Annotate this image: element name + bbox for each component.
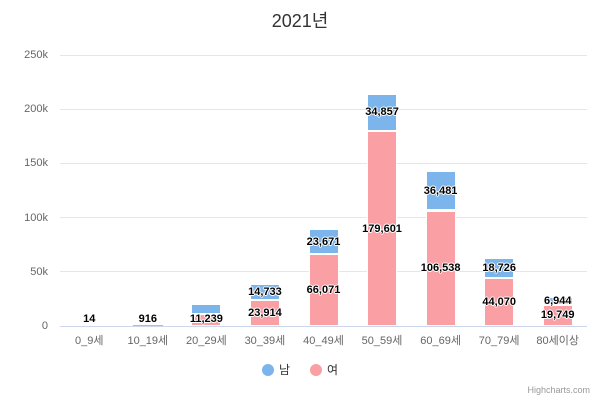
x-axis-label: 80세이상 [536, 335, 580, 347]
y-axis-label: 250k [24, 49, 48, 61]
data-label-female: 66,071 [306, 284, 341, 297]
legend-marker-female [310, 363, 322, 376]
legend-item-female[interactable]: 여 [310, 361, 338, 378]
chart-title: 2021년 [271, 11, 329, 31]
y-axis-label: 0 [41, 320, 48, 332]
x-axis-label: 60_69세 [420, 335, 461, 347]
data-label-male: 34,857 [365, 106, 399, 119]
x-axis-label: 70_79세 [478, 335, 520, 347]
x-axis-label: 20_29세 [186, 335, 227, 347]
y-axis-label: 200k [24, 103, 48, 116]
data-label-female: 44,070 [482, 296, 516, 309]
bar-segment-female[interactable] [132, 325, 163, 326]
data-label-male: 18,726 [482, 262, 516, 275]
bar-segment-female[interactable] [367, 131, 398, 326]
bar-segment-female[interactable] [249, 300, 280, 326]
bar-segment-female[interactable] [484, 278, 515, 326]
legend-item-male[interactable]: 남 [261, 361, 290, 378]
data-label-female: 11,239 [189, 312, 223, 325]
legend-label-female: 여 [327, 363, 339, 377]
data-label-male: 14,733 [248, 286, 282, 299]
data-label-male: 23,671 [306, 235, 341, 248]
legend-marker-male [261, 363, 274, 376]
x-axis-label: 50_59세 [361, 335, 403, 347]
data-label-female: 179,601 [362, 222, 402, 235]
data-label-female: 916 [138, 312, 158, 325]
y-axis-label: 100k [24, 211, 48, 224]
bar-segment-male[interactable] [249, 284, 280, 301]
legend-label-male: 남 [278, 363, 290, 377]
bar-segment-male[interactable] [367, 93, 398, 132]
bar-segment-female[interactable] [308, 254, 339, 326]
gridline [60, 162, 587, 164]
bar-segment-female[interactable] [425, 210, 456, 326]
bar-segment-male[interactable] [308, 228, 339, 255]
data-label-female: 14 [83, 312, 96, 325]
highcharts-credit-link[interactable]: Highcharts.com [527, 385, 590, 395]
data-label-male: 36,481 [423, 184, 458, 197]
x-axis-line [60, 325, 587, 327]
gridline [60, 54, 587, 56]
x-axis-label: 0_9세 [75, 335, 104, 347]
data-label-female: 106,538 [420, 262, 461, 275]
bar-segment-male[interactable] [191, 303, 222, 314]
data-label-female: 19,749 [540, 309, 575, 322]
y-axis-label: 50k [30, 265, 48, 278]
x-axis-label: 30_39세 [244, 335, 286, 347]
bar-segment-female[interactable] [191, 313, 222, 326]
bar-segment-female[interactable] [542, 304, 573, 326]
bar-segment-male[interactable] [542, 297, 573, 305]
bar-segment-male[interactable] [484, 257, 515, 279]
x-axis-label: 10_19세 [127, 335, 169, 347]
gridline [60, 217, 587, 219]
gridline [60, 108, 587, 110]
bar-segment-male[interactable] [425, 170, 456, 211]
x-axis-label: 40_49세 [303, 335, 344, 347]
data-label-male: 6,944 [543, 294, 572, 307]
y-axis-label: 150k [24, 157, 48, 170]
data-label-female: 23,914 [248, 307, 282, 320]
